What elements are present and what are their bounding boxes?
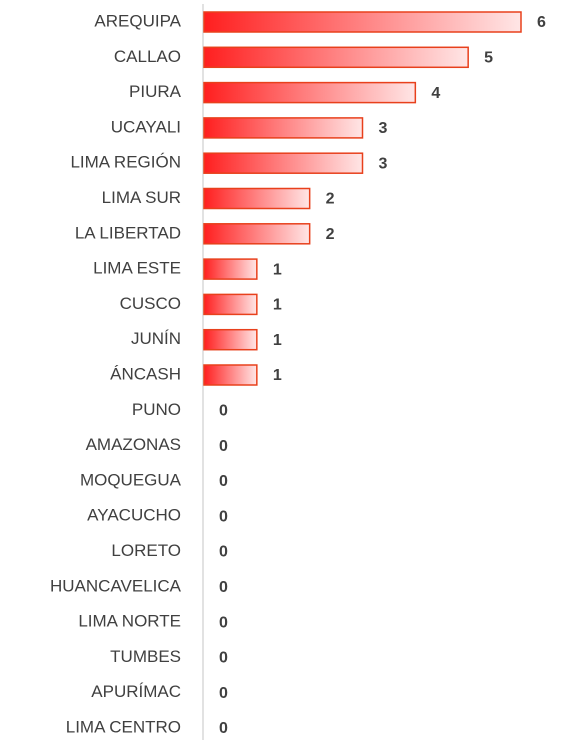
- value-label: 0: [219, 650, 228, 667]
- category-label: HUANCAVELICA: [50, 576, 182, 595]
- value-label: 0: [219, 438, 228, 455]
- category-label: PUNO: [132, 400, 181, 419]
- value-label: 0: [219, 614, 228, 631]
- bar: [203, 364, 258, 386]
- value-label: 0: [219, 579, 228, 596]
- value-label: 2: [326, 191, 335, 208]
- bar: [203, 11, 522, 33]
- value-label: 0: [219, 508, 228, 525]
- value-label: 1: [273, 332, 282, 349]
- category-label: LIMA NORTE: [78, 612, 181, 631]
- bar: [203, 46, 469, 69]
- category-label: LIMA CENTRO: [66, 717, 181, 736]
- category-label: APURÍMAC: [91, 682, 181, 701]
- value-label: 0: [219, 403, 228, 420]
- value-label: 2: [326, 226, 335, 243]
- bar: [203, 223, 311, 245]
- value-label: 5: [484, 50, 493, 67]
- category-label: ÁNCASH: [110, 364, 181, 383]
- value-label: 3: [379, 155, 388, 172]
- category-label: LORETO: [111, 541, 181, 560]
- bar: [203, 328, 258, 351]
- bar: [203, 293, 258, 316]
- value-label: 0: [219, 720, 228, 737]
- value-label: 0: [219, 685, 228, 702]
- bar: [203, 152, 364, 174]
- category-label: CUSCO: [120, 294, 181, 313]
- value-label: 1: [273, 297, 282, 314]
- category-label: PIURA: [129, 82, 182, 101]
- category-label: LIMA SUR: [102, 188, 181, 207]
- category-label: CALLAO: [114, 47, 181, 66]
- category-label: MOQUEGUA: [80, 470, 182, 489]
- value-label: 6: [537, 14, 546, 31]
- value-label: 0: [219, 473, 228, 490]
- bar: [203, 81, 417, 104]
- bar: [203, 187, 311, 210]
- category-label: TUMBES: [110, 647, 181, 666]
- category-label: UCAYALI: [111, 117, 181, 136]
- value-label: 0: [219, 544, 228, 561]
- category-label: LIMA ESTE: [93, 259, 181, 278]
- category-label: AREQUIPA: [94, 11, 181, 30]
- category-label: LA LIBERTAD: [75, 223, 181, 242]
- value-label: 4: [431, 85, 440, 102]
- bar: [203, 117, 364, 139]
- bar: [203, 258, 258, 280]
- category-label: JUNÍN: [131, 329, 181, 348]
- category-label: LIMA REGIÓN: [70, 153, 181, 172]
- value-label: 1: [273, 261, 282, 278]
- value-label: 3: [379, 120, 388, 137]
- value-label: 1: [273, 367, 282, 384]
- category-label: AMAZONAS: [86, 435, 181, 454]
- category-label: AYACUCHO: [87, 506, 181, 525]
